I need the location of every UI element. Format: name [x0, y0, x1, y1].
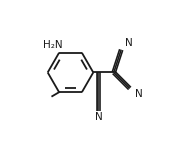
Text: H₂N: H₂N	[43, 40, 62, 50]
Text: N: N	[135, 89, 143, 99]
Text: N: N	[125, 38, 132, 48]
Text: N: N	[94, 112, 102, 122]
